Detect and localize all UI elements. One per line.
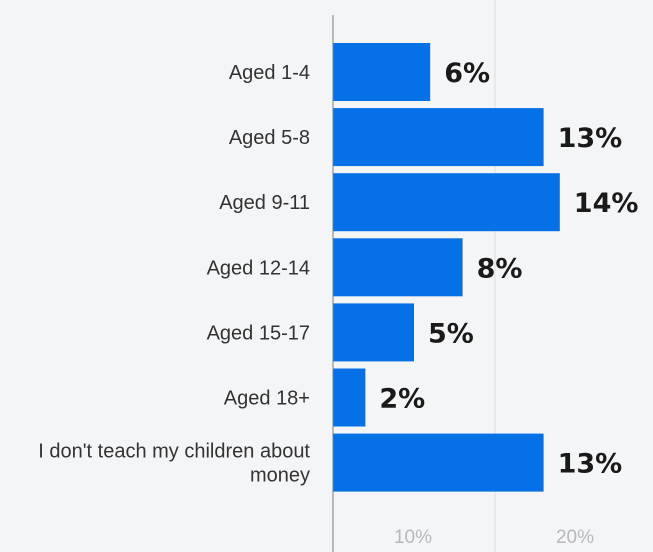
category-label: Aged 15-17 [207, 322, 310, 344]
bar [333, 303, 414, 362]
category-labels: Aged 1-4 Aged 5-8 Aged 9-11 Aged 12-14 Aged … [38, 62, 310, 487]
data-label: 6% [444, 58, 490, 89]
x-axis-ticks: 10% 20% [394, 527, 594, 548]
data-label: 13% [558, 449, 623, 480]
bar [333, 238, 463, 297]
category-label: Aged 9-11 [219, 192, 310, 214]
data-label: 14% [574, 188, 639, 219]
category-label: I don't teach my children about [38, 441, 310, 463]
bar [333, 173, 560, 232]
x-tick-label: 20% [556, 527, 594, 548]
category-label: Aged 18+ [224, 388, 310, 410]
bar [333, 368, 366, 427]
bar [333, 43, 431, 101]
data-label: 5% [428, 318, 474, 349]
bar [333, 108, 544, 167]
category-label: money [250, 465, 310, 487]
value-labels: 6% 13% 14% 8% 5% 2% 13% [379, 58, 638, 480]
category-label: Aged 1-4 [229, 62, 310, 84]
category-label: Aged 12-14 [207, 257, 310, 279]
data-label: 2% [379, 384, 425, 415]
data-label: 13% [558, 123, 623, 154]
category-label: Aged 5-8 [229, 127, 310, 149]
x-tick-label: 10% [394, 527, 432, 548]
bars [333, 43, 560, 492]
data-label: 8% [477, 253, 523, 284]
bar [333, 433, 544, 492]
